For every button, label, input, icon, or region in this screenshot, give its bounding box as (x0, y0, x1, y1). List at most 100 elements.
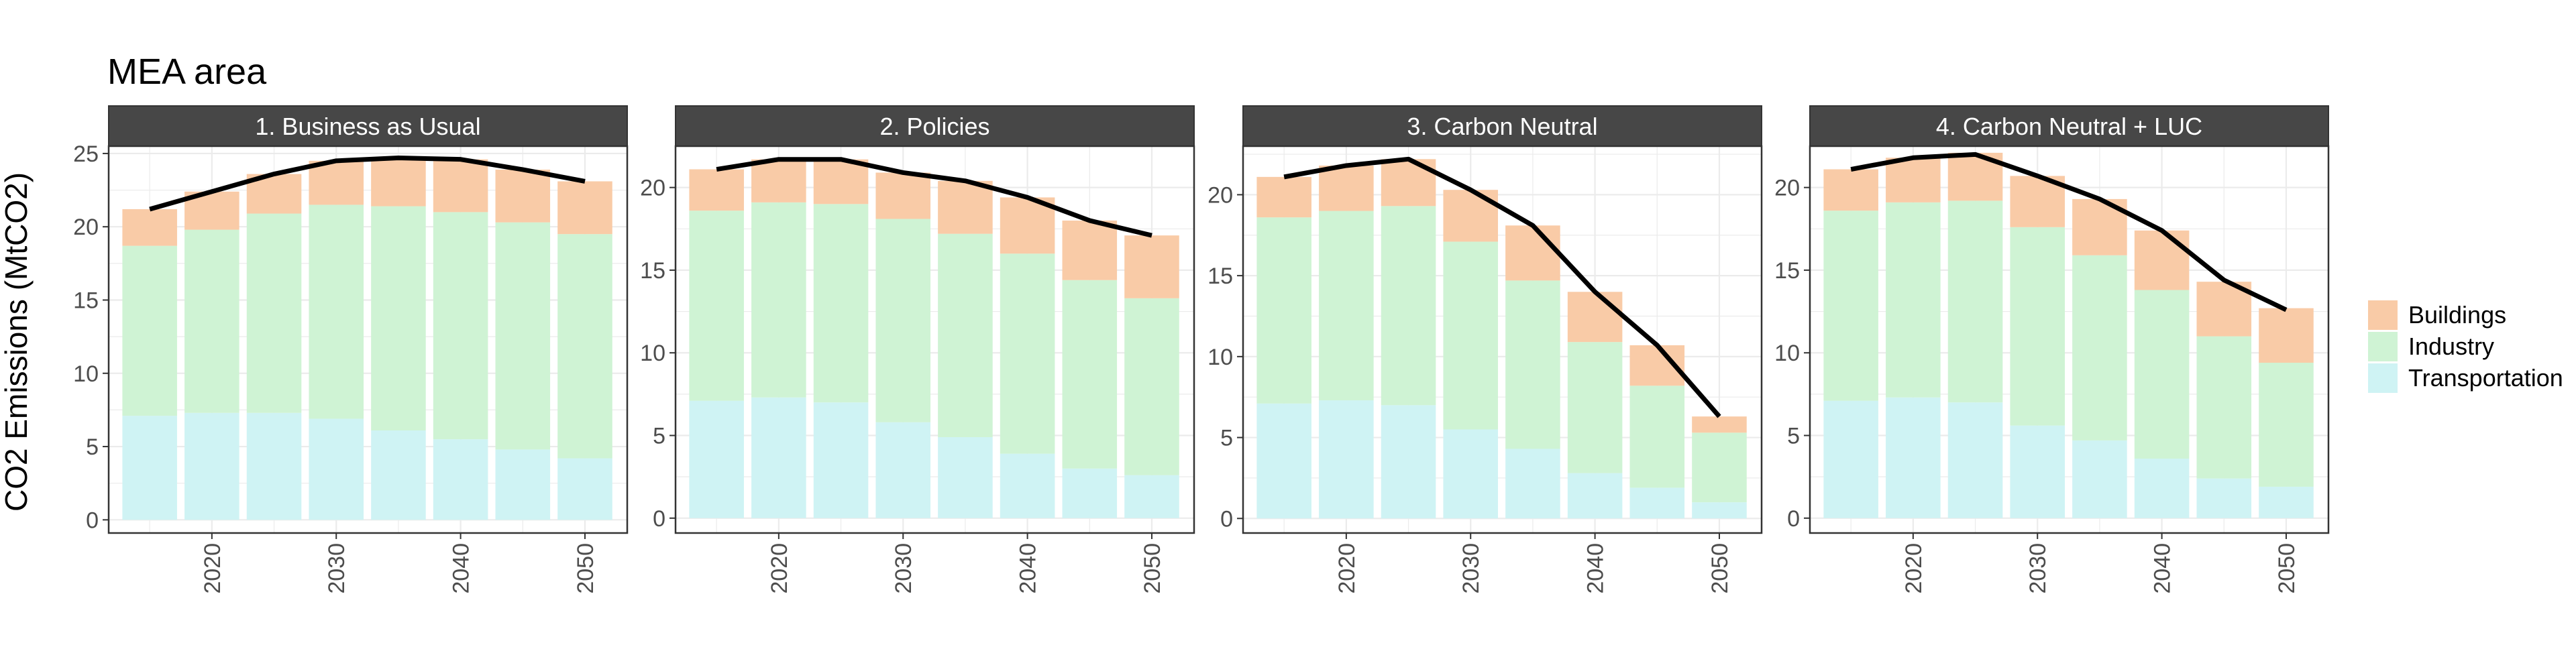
chart-title: MEA area (107, 52, 267, 92)
facet-strip-label: 1. Business as Usual (255, 113, 480, 140)
bar-buildings-2015 (689, 169, 744, 211)
y-tick-label: 25 (73, 141, 99, 167)
bar-buildings-2020 (751, 159, 806, 202)
y-tick-label: 0 (653, 506, 665, 532)
bar-buildings-2040 (1000, 197, 1055, 254)
bar-industry-2045 (495, 222, 551, 450)
x-tick-label: 2020 (767, 543, 792, 594)
bar-buildings-2025 (813, 159, 869, 204)
bar-buildings-2045 (495, 169, 551, 223)
y-tick-label: 15 (1208, 263, 1233, 289)
bar-buildings-2045 (1062, 220, 1118, 280)
bar-buildings-2040 (433, 159, 488, 213)
y-tick-label: 15 (73, 288, 99, 313)
facet-strip-label: 2. Policies (879, 113, 989, 140)
y-tick-label: 0 (1220, 506, 1233, 532)
x-tick-label: 2050 (1707, 543, 1733, 594)
bar-buildings-2040 (2134, 230, 2190, 290)
bar-buildings-2035 (938, 180, 993, 234)
bar-buildings-2015 (1823, 169, 1878, 211)
facet-strip-label: 4. Carbon Neutral + LUC (1936, 113, 2202, 140)
facet-strip (1809, 105, 2329, 147)
bar-industry-2050 (557, 234, 612, 459)
bar-buildings-2050 (1692, 416, 1747, 433)
bar-industry-2020 (1886, 202, 1941, 398)
bar-transportation-2015 (1256, 403, 1311, 519)
legend-label-industry: Industry (2408, 333, 2494, 360)
bar-transportation-2015 (1823, 400, 1878, 518)
bar-industry-2040 (2134, 290, 2190, 459)
facet-strip (675, 105, 1195, 147)
total-emissions-line (1850, 152, 2288, 312)
bar-industry-2030 (309, 204, 364, 419)
bar-industry-2020 (751, 202, 806, 398)
y-tick-label: 10 (1774, 341, 1800, 366)
x-tick-label: 2030 (2025, 543, 2051, 594)
legend-key-transportation (2368, 363, 2398, 393)
bar-buildings-2050 (2259, 308, 2314, 363)
total-emissions-line (1283, 156, 1721, 418)
bar-buildings-2020 (1319, 165, 1374, 211)
bar-industry-2050 (2259, 363, 2314, 487)
x-tick-label: 2050 (2274, 543, 2300, 594)
bar-transportation-2025 (246, 412, 302, 520)
y-tick-label: 10 (640, 341, 665, 366)
bar-transportation-2040 (1567, 473, 1623, 519)
bar-industry-2020 (184, 229, 239, 413)
bar-transportation-2030 (2010, 425, 2065, 518)
x-tick-label: 2040 (1016, 543, 1041, 594)
facet-strip (108, 105, 628, 147)
bar-industry-2045 (1629, 386, 1685, 488)
bar-transportation-2025 (1381, 405, 1436, 519)
bar-transportation-2020 (751, 397, 806, 518)
y-tick-label: 5 (653, 424, 665, 449)
bar-transportation-2050 (1124, 475, 1179, 518)
bar-transportation-2015 (689, 400, 744, 518)
bar-transportation-2035 (2072, 440, 2127, 518)
legend: Buildings Industry Transportation (2368, 300, 2563, 393)
x-tick-label: 2030 (1458, 543, 1484, 594)
bar-transportation-2045 (2196, 478, 2252, 518)
y-tick-label: 20 (640, 176, 665, 201)
bar-industry-2040 (433, 212, 488, 440)
bar-transportation-2035 (1505, 449, 1560, 519)
x-tick-label: 2020 (200, 543, 225, 594)
y-tick-label: 10 (1208, 345, 1233, 370)
bar-industry-2050 (1124, 298, 1179, 475)
bar-industry-2025 (813, 204, 869, 403)
legend-key-buildings (2368, 300, 2398, 330)
bar-buildings-2030 (875, 172, 931, 219)
bar-transportation-2045 (495, 449, 551, 520)
legend-label-transportation: Transportation (2408, 364, 2563, 392)
bar-buildings-2015 (1256, 176, 1311, 218)
y-tick-label: 5 (1787, 424, 1800, 449)
bar-industry-2030 (1443, 241, 1499, 430)
panel-border (1242, 145, 1763, 534)
bar-industry-2035 (2072, 255, 2127, 440)
x-tick-label: 2040 (2150, 543, 2176, 594)
y-tick-label: 0 (86, 508, 99, 533)
y-tick-label: 20 (1774, 176, 1800, 201)
y-tick-label: 0 (1787, 506, 1800, 532)
bar-industry-2020 (1319, 211, 1374, 401)
bar-industry-2030 (875, 219, 931, 422)
bar-transportation-2045 (1629, 487, 1685, 519)
y-tick-label: 20 (73, 215, 99, 240)
total-emissions-line (716, 157, 1152, 238)
legend-key-industry (2368, 332, 2398, 361)
bar-industry-2015 (1823, 211, 1878, 401)
bar-transportation-2020 (1886, 397, 1941, 518)
y-tick-label: 5 (1220, 426, 1233, 451)
x-tick-label: 2040 (449, 543, 474, 594)
bar-transportation-2030 (875, 422, 931, 518)
total-emissions-line (149, 155, 586, 212)
x-tick-label: 2030 (324, 543, 350, 594)
bar-industry-2045 (2196, 336, 2252, 479)
bar-buildings-2035 (371, 158, 426, 207)
bar-buildings-2050 (557, 181, 612, 235)
y-axis-label: CO2 Emissions (MtCO2) (0, 172, 34, 512)
bar-transportation-2035 (938, 436, 993, 518)
facet-strip-label: 3. Carbon Neutral (1407, 113, 1597, 140)
